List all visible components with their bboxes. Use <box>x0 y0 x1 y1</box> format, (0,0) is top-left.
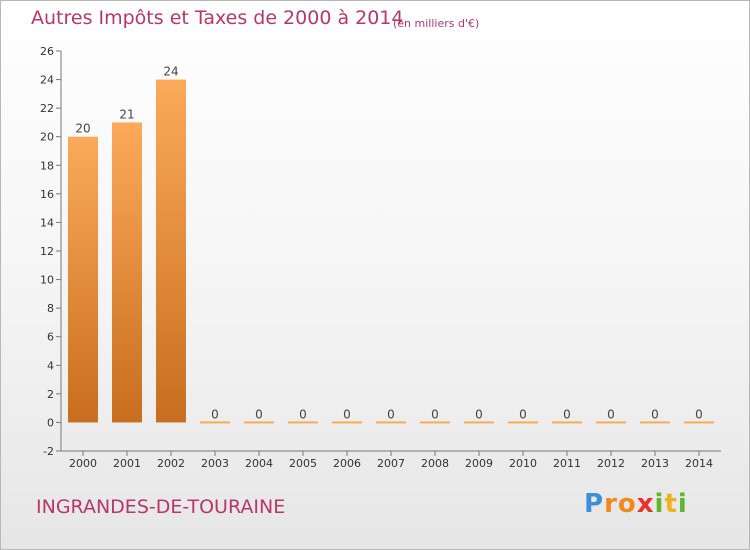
bar-2008 <box>420 421 450 424</box>
y-tick-label: 8 <box>47 302 54 315</box>
y-tick-label: 4 <box>47 359 54 372</box>
y-tick-label: 22 <box>40 102 54 115</box>
bar-2009 <box>464 421 494 424</box>
y-tick-label: 0 <box>47 416 54 429</box>
y-tick-label: 6 <box>47 331 54 344</box>
x-tick-label: 2009 <box>465 457 493 470</box>
y-tick-label: 24 <box>40 74 54 87</box>
data-label-2005: 0 <box>299 407 307 421</box>
y-tick-label: 20 <box>40 131 54 144</box>
logo-letter: t <box>664 489 678 519</box>
data-label-2003: 0 <box>211 407 219 421</box>
y-tick-label: 10 <box>40 274 54 287</box>
bar-2003 <box>200 421 230 424</box>
data-label-2006: 0 <box>343 407 351 421</box>
x-tick-label: 2014 <box>685 457 713 470</box>
y-tick-label: -2 <box>43 445 54 458</box>
x-tick-label: 2010 <box>509 457 537 470</box>
data-label-2001: 21 <box>119 107 134 121</box>
bar-2012 <box>596 421 626 424</box>
logo-letter: i <box>654 489 665 519</box>
x-tick-label: 2013 <box>641 457 669 470</box>
chart-unit: (en milliers d'€) <box>393 17 480 30</box>
y-tick-label: 14 <box>40 216 54 229</box>
y-tick-label: 18 <box>40 159 54 172</box>
data-label-2009: 0 <box>475 407 483 421</box>
data-label-2012: 0 <box>607 407 615 421</box>
x-tick-label: 2006 <box>333 457 361 470</box>
x-tick-label: 2004 <box>245 457 273 470</box>
bar-2011 <box>552 421 582 424</box>
logo-letter: x <box>636 489 655 519</box>
x-tick-label: 2003 <box>201 457 229 470</box>
x-tick-label: 2000 <box>69 457 97 470</box>
data-labels: 20 21 24 0 0 0 0 0 0 0 0 0 0 0 0 <box>75 65 702 422</box>
x-tick-label: 2008 <box>421 457 449 470</box>
y-tick-label: 12 <box>40 245 54 258</box>
logo-letter: P <box>584 489 605 519</box>
bar-2014 <box>684 421 714 424</box>
data-label-2014: 0 <box>695 407 703 421</box>
bars <box>68 79 714 424</box>
bar-2007 <box>376 421 406 424</box>
bar-2010 <box>508 421 538 424</box>
bar-2004 <box>244 421 274 424</box>
x-tick-label: 2001 <box>113 457 141 470</box>
data-label-2000: 20 <box>75 122 90 136</box>
y-tick-label: 16 <box>40 188 54 201</box>
bar-2000 <box>68 136 98 423</box>
data-label-2013: 0 <box>651 407 659 421</box>
x-tick-label: 2002 <box>157 457 185 470</box>
bar-2005 <box>288 421 318 424</box>
x-tick-label: 2005 <box>289 457 317 470</box>
commune-name: INGRANDES-DE-TOURAINE <box>36 496 286 518</box>
logo-letter: r <box>604 489 618 519</box>
bar-2002 <box>156 79 186 423</box>
x-tick-label: 2012 <box>597 457 625 470</box>
data-label-2007: 0 <box>387 407 395 421</box>
x-tick-label: 2007 <box>377 457 405 470</box>
y-tick-label: 26 <box>40 45 54 58</box>
bar-2013 <box>640 421 670 424</box>
data-label-2010: 0 <box>519 407 527 421</box>
data-label-2004: 0 <box>255 407 263 421</box>
logo-letter: o <box>617 489 637 519</box>
logo-letter: i <box>677 489 688 519</box>
data-label-2002: 24 <box>163 65 178 79</box>
bar-2006 <box>332 421 362 424</box>
bar-2001 <box>112 122 142 423</box>
x-tick-label: 2011 <box>553 457 581 470</box>
data-label-2008: 0 <box>431 407 439 421</box>
data-label-2011: 0 <box>563 407 571 421</box>
chart-title: Autres Impôts et Taxes de 2000 à 2014 <box>31 7 404 29</box>
y-tick-label: 2 <box>47 388 54 401</box>
proxiti-logo: Proxiti <box>584 489 688 519</box>
